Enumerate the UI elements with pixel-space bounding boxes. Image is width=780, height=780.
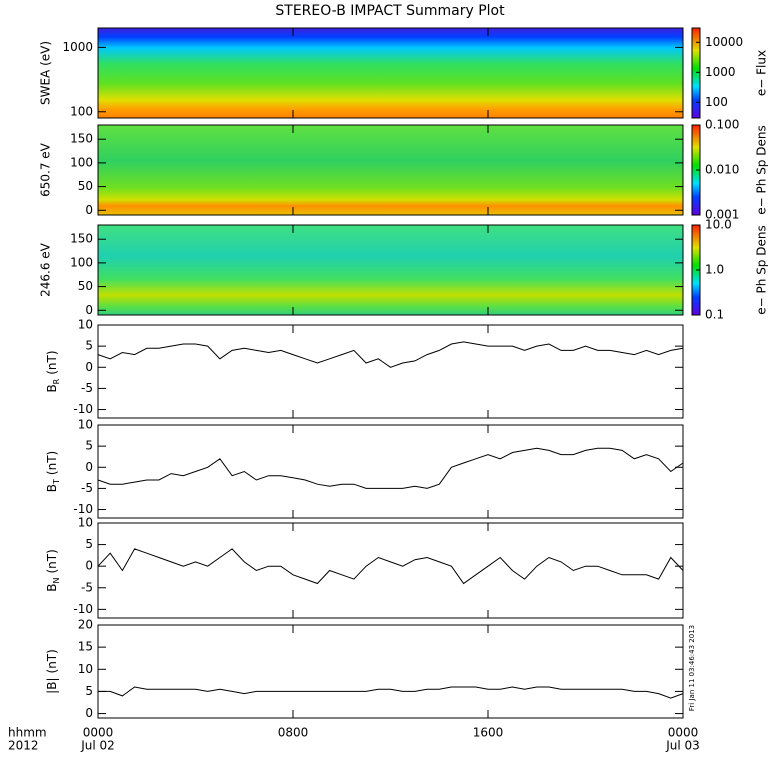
colorbar-tick-label: 0.1 xyxy=(705,308,724,322)
colorbar-tick-label: 0.001 xyxy=(705,208,739,222)
data-line xyxy=(97,341,684,368)
colorbar-tick-label: 1.0 xyxy=(705,263,724,277)
date-label: Jul 02 xyxy=(80,739,115,753)
date-label: Jul 03 xyxy=(665,739,700,753)
y-tick-label: -10 xyxy=(73,602,93,616)
colorbar-label: e− Flux xyxy=(755,50,769,96)
data-line xyxy=(97,447,684,489)
panel-frame xyxy=(97,124,684,216)
y-label-unit: (nT) xyxy=(45,549,59,573)
spectrogram xyxy=(98,225,683,315)
y-label-sub: R xyxy=(52,378,61,384)
y-tick-label: 1000 xyxy=(62,40,93,54)
panel-frame xyxy=(97,27,684,119)
colorbar-tick-label: 1000 xyxy=(705,65,736,79)
colorbar-tick-label: 10.0 xyxy=(705,218,732,232)
colorbar-tick-label: 0.100 xyxy=(705,118,739,132)
x-tick-label: 0000 xyxy=(668,726,699,740)
x-tick-label: 0800 xyxy=(278,726,309,740)
colorbar-tick-label: 0.010 xyxy=(705,163,739,177)
y-label-sub: N xyxy=(52,578,61,584)
spectrogram xyxy=(98,28,683,118)
row-label: hhmm xyxy=(8,726,47,740)
y-tick-label: -5 xyxy=(81,381,93,395)
y-tick-label: 50 xyxy=(78,179,93,193)
y-label-sub: T xyxy=(52,479,61,485)
y-tick-label: 15 xyxy=(78,640,93,654)
data-line xyxy=(98,686,684,699)
y-label-unit: (nT) xyxy=(45,350,59,374)
colorbar-label: e− Ph Sp Dens xyxy=(755,225,769,314)
y-axis-label: 650.7 eV xyxy=(39,142,53,197)
plot-title: STEREO-B IMPACT Summary Plot xyxy=(275,3,505,19)
y-axis-label: SWEA (eV) xyxy=(39,41,53,105)
y-tick-label: 150 xyxy=(70,232,93,246)
colorbar-tick-label: 100 xyxy=(705,95,728,109)
y-tick-label: 150 xyxy=(70,132,93,146)
y-axis-label: BN (nT) xyxy=(45,549,61,592)
y-tick-label: 0 xyxy=(85,559,93,573)
y-label-main: B xyxy=(45,584,59,592)
colorbar-label: e− Ph Sp Dens xyxy=(755,125,769,214)
y-tick-label: -5 xyxy=(81,580,93,594)
y-tick-label: 10 xyxy=(78,516,93,530)
y-tick-label: 50 xyxy=(78,279,93,293)
colorbar-tick-label: 10000 xyxy=(705,35,743,49)
y-tick-label: 100 xyxy=(70,155,93,169)
y-tick-label: 0 xyxy=(85,360,93,374)
y-tick-label: -10 xyxy=(73,502,93,516)
panel-frame xyxy=(97,522,684,619)
y-label-main: B xyxy=(45,484,59,492)
colorbar xyxy=(691,27,701,119)
panel-frame xyxy=(97,624,684,719)
y-tick-label: -10 xyxy=(73,402,93,416)
y-tick-label: 5 xyxy=(85,339,93,353)
y-label-main: B xyxy=(45,384,59,392)
y-tick-label: 5 xyxy=(85,537,93,551)
data-line xyxy=(97,548,684,585)
y-tick-label: 10 xyxy=(78,418,93,432)
x-tick-label: 0000 xyxy=(83,726,114,740)
panel-frame xyxy=(97,224,684,316)
timestamp: Fri Jan 11 03:46:43 2013 xyxy=(688,625,696,711)
y-axis-label: BR (nT) xyxy=(45,350,61,392)
y-tick-label: 10 xyxy=(78,662,93,676)
spectrogram xyxy=(98,125,683,215)
y-tick-label: 100 xyxy=(70,104,93,118)
y-tick-label: 20 xyxy=(78,618,93,632)
panel-frame xyxy=(97,324,684,419)
y-tick-label: 10 xyxy=(78,318,93,332)
y-label-unit: (nT) xyxy=(45,451,59,475)
y-label-unit: (nT) xyxy=(45,649,59,673)
panel-frame xyxy=(97,424,684,519)
y-label-main: |B| xyxy=(45,677,59,693)
y-tick-label: -5 xyxy=(81,481,93,495)
y-tick-label: 0 xyxy=(85,303,93,317)
y-axis-label: |B| (nT) xyxy=(45,649,59,694)
y-axis-label: 246.6 eV xyxy=(39,242,53,297)
y-tick-label: 0 xyxy=(85,460,93,474)
y-tick-label: 5 xyxy=(85,439,93,453)
y-tick-label: 100 xyxy=(70,255,93,269)
y-axis-label: BT (nT) xyxy=(45,451,61,492)
x-tick-label: 1600 xyxy=(473,726,504,740)
row-label: 2012 xyxy=(8,739,39,753)
y-tick-label: 0 xyxy=(85,706,93,720)
y-tick-label: 0 xyxy=(85,203,93,217)
y-tick-label: 5 xyxy=(85,684,93,698)
